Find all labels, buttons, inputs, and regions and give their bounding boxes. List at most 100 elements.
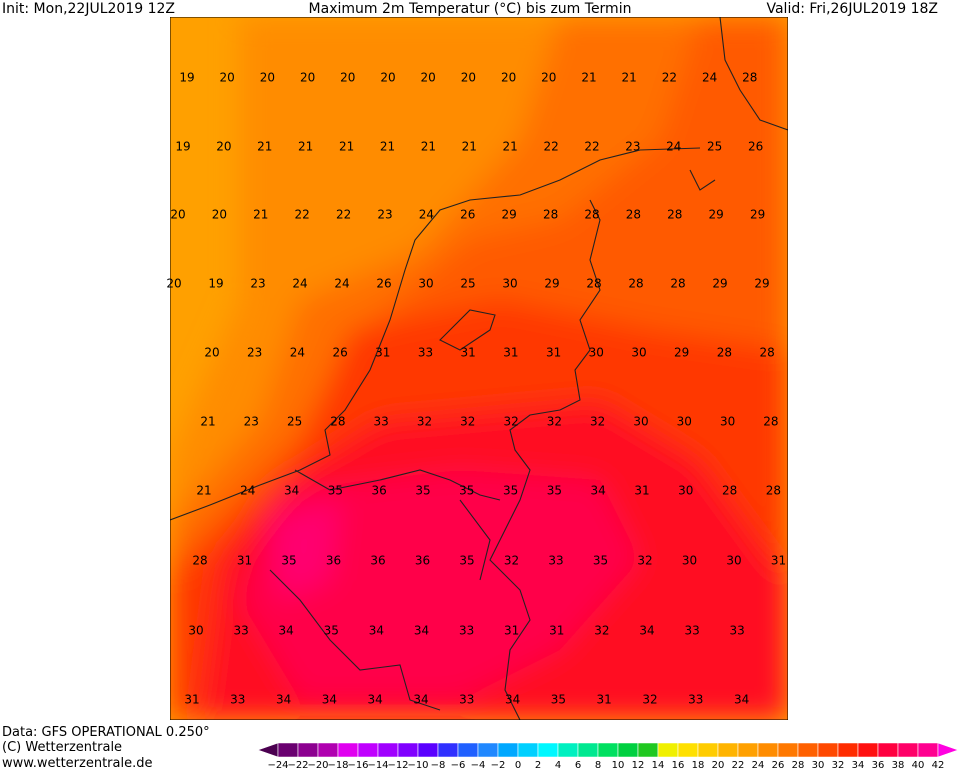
temperature-label: 20	[461, 71, 476, 85]
temperature-label: 31	[461, 346, 476, 360]
temperature-label: 21	[257, 140, 272, 154]
colorbar-segment	[497, 742, 519, 758]
colorbar-segment	[877, 742, 899, 758]
temperature-label: 22	[336, 208, 351, 222]
temperature-label: 29	[750, 208, 765, 222]
colorbar-label: −24	[267, 760, 288, 770]
data-source: Data: GFS OPERATIONAL 0.250°	[2, 725, 210, 740]
temperature-label: 35	[328, 484, 343, 498]
temperature-label: 32	[594, 624, 609, 638]
temperature-label: 20	[260, 71, 275, 85]
temperature-label: 35	[503, 484, 518, 498]
temperature-label: 35	[281, 554, 296, 568]
temperature-label: 28	[759, 346, 774, 360]
temperature-label: 32	[417, 415, 432, 429]
temperature-label: 34	[591, 484, 606, 498]
temperature-label: 21	[622, 71, 637, 85]
temperature-label: 22	[543, 140, 558, 154]
colorbar-segment	[857, 742, 879, 758]
temperature-label: 36	[415, 554, 430, 568]
colorbar-label: 6	[575, 760, 581, 770]
temperature-label: 29	[754, 277, 769, 291]
init-time: Init: Mon,22JUL2019 12Z	[2, 1, 175, 17]
colorbar-segment	[757, 742, 779, 758]
temperature-label: 31	[597, 693, 612, 707]
temperature-label: 23	[244, 415, 259, 429]
temperature-label: 34	[413, 693, 428, 707]
temperature-label: 34	[368, 693, 383, 707]
colorbar-segment	[717, 742, 739, 758]
temperature-label: 31	[503, 346, 518, 360]
temperature-label: 33	[684, 624, 699, 638]
temperature-label: 30	[682, 554, 697, 568]
temperature-label: 35	[547, 484, 562, 498]
temperature-label: 34	[284, 484, 299, 498]
temperature-label: 21	[339, 140, 354, 154]
colorbar-segment	[337, 742, 359, 758]
colorbar-segment	[697, 742, 719, 758]
temperature-label: 29	[544, 277, 559, 291]
temperature-label: 22	[295, 208, 310, 222]
temperature-label: 20	[166, 277, 181, 291]
colorbar-label: 16	[672, 760, 685, 770]
temperature-label: 20	[421, 71, 436, 85]
colorbar-label: 2	[535, 760, 541, 770]
colorbar-label: −12	[387, 760, 408, 770]
colorbar-segment	[457, 742, 479, 758]
colorbar-segment	[317, 742, 339, 758]
temperature-label: 25	[460, 277, 475, 291]
temperature-label: 24	[419, 208, 434, 222]
colorbar-label: 12	[632, 760, 645, 770]
temperature-label: 31	[549, 624, 564, 638]
temperature-label: 20	[501, 71, 516, 85]
colorbar: −24−22−20−18−16−14−12−10 −8 −6 −4 −2 0 2 4 6 8 10 1…	[257, 742, 959, 770]
temperature-label: 28	[330, 415, 345, 429]
colorbar-label: 22	[732, 760, 745, 770]
temperature-label: 24	[240, 484, 255, 498]
colorbar-label: −16	[347, 760, 368, 770]
colorbar-label: −18	[327, 760, 348, 770]
temperature-label: 32	[504, 554, 519, 568]
map-title: Maximum 2m Temperatur (°C) bis zum Termi…	[309, 1, 632, 17]
temperature-label: 20	[220, 71, 235, 85]
temperature-label: 20	[204, 346, 219, 360]
temperature-label: 33	[374, 415, 389, 429]
temperature-label: 19	[208, 277, 223, 291]
temperature-label: 31	[771, 554, 786, 568]
temperature-label: 22	[584, 140, 599, 154]
temperature-label: 20	[300, 71, 315, 85]
temperature-label: 28	[722, 484, 737, 498]
temperature-label: 36	[370, 554, 385, 568]
temperature-label: 32	[547, 415, 562, 429]
temperature-values: 19 20 20 20 20 20 20 20 20 20 21 21 22 24 28 19 20 21 21 21…	[166, 71, 786, 707]
temperature-label: 33	[459, 693, 474, 707]
temperature-label: 28	[717, 346, 732, 360]
colorbar-segment	[257, 742, 279, 758]
temperature-label: 25	[707, 140, 722, 154]
temperature-label: 20	[541, 71, 556, 85]
temperature-label: 29	[712, 277, 727, 291]
temperature-label: 34	[369, 624, 384, 638]
colorbar-label: −20	[307, 760, 328, 770]
temperature-label: 28	[192, 554, 207, 568]
colorbar-label: 42	[932, 760, 945, 770]
temperature-label: 36	[326, 554, 341, 568]
colorbar-segment	[897, 742, 919, 758]
temperature-label: 31	[546, 346, 561, 360]
colorbar-segment	[297, 742, 319, 758]
temperature-label: 34	[639, 624, 654, 638]
temperature-label: 33	[230, 693, 245, 707]
colorbar-label: 14	[652, 760, 665, 770]
colorbar-segment	[397, 742, 419, 758]
colorbar-label: −4	[471, 760, 486, 770]
temperature-label: 33	[459, 624, 474, 638]
colorbar-segment	[797, 742, 819, 758]
temperature-label: 29	[502, 208, 517, 222]
temperature-label: 21	[298, 140, 313, 154]
temperature-label: 30	[418, 277, 433, 291]
temperature-label: 25	[287, 415, 302, 429]
temperature-label: 30	[631, 346, 646, 360]
temperature-label: 33	[548, 554, 563, 568]
temperature-label: 20	[170, 208, 185, 222]
